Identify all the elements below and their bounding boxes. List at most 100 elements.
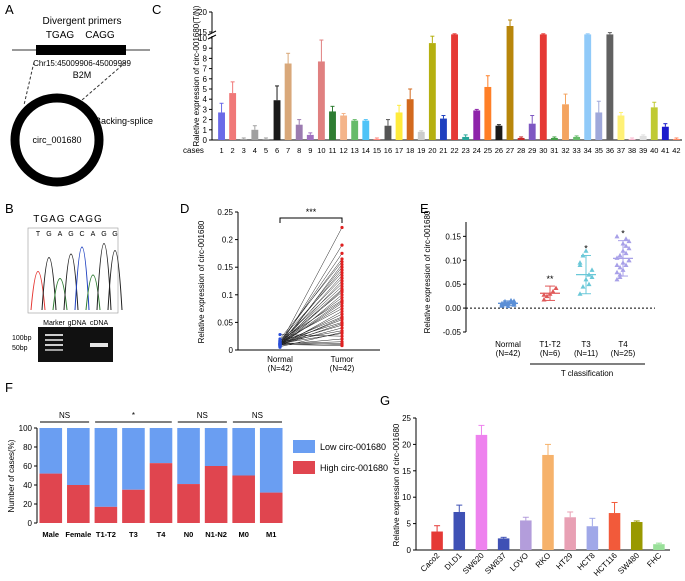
c-bar: [462, 136, 470, 140]
c-bar: [395, 112, 403, 140]
c-x-tick-label: 23: [461, 146, 469, 155]
d-normal-point: [278, 342, 282, 347]
chart-d-paired: 0 0.05 0.1 0.15 0.2 0.25 Relative expression o…: [197, 207, 380, 373]
f-bar-high: [39, 473, 63, 523]
c-x-tick-label: 13: [351, 146, 359, 155]
f-y-tick-label: 0: [28, 519, 33, 528]
d-y-tick-label: 0.2: [222, 236, 234, 245]
f-bar-high: [94, 506, 118, 523]
e-point: [553, 285, 559, 290]
g-bar: [497, 538, 510, 550]
gel-band-marker-3: [45, 344, 63, 346]
c-x-tick-label: 12: [339, 146, 347, 155]
d-tumor-point: [340, 271, 344, 275]
f-x-tick-label: N1-N2: [205, 530, 227, 539]
splice-dash-left: [23, 61, 35, 106]
c-bar: [528, 123, 536, 140]
c-y-axis-title: Raletive expression of circ-001680(T/N): [192, 5, 201, 146]
c-bar: [495, 125, 503, 140]
g-x-tick-label: SW620: [461, 551, 486, 576]
f-bar-low: [259, 428, 283, 493]
gel-size-50: 50bp: [12, 345, 28, 352]
e-point: [583, 248, 589, 253]
c-bar: [306, 134, 314, 140]
chromatogram-base: G: [68, 231, 73, 238]
f-bar-high: [149, 463, 173, 523]
f-bar-high: [67, 485, 90, 523]
e-point: [577, 291, 583, 296]
e-y-tick-label: 0.10: [445, 256, 461, 265]
chromatogram-peak: [52, 278, 68, 311]
chromatogram-frame: [27, 227, 119, 314]
d-y-tick-label: 0.25: [217, 208, 233, 217]
d-tumor-point: [340, 326, 344, 330]
f-y-tick-label: 20: [23, 500, 32, 509]
c-y-tick-label: 8: [203, 54, 208, 63]
c-x-tick-label: 40: [650, 146, 658, 155]
c-bar: [373, 138, 381, 140]
c-x-tick-label: 11: [329, 146, 337, 155]
d-tumor-point: [340, 290, 344, 294]
f-x-tick-label: T1-T2: [96, 530, 116, 539]
panel-g-letter: G: [380, 393, 390, 408]
f-group-sig: NS: [197, 411, 208, 420]
c-y-tick-label: 7: [203, 65, 208, 74]
panel-e-letter: E: [420, 201, 429, 216]
c-bar: [673, 138, 680, 140]
d-tumor-point: [340, 265, 344, 269]
g-bar: [431, 531, 443, 550]
c-x-tick-label: 3: [242, 146, 246, 155]
c-bar: [628, 138, 636, 140]
e-point: [586, 281, 592, 287]
c-x-tick-label: 31: [550, 146, 558, 155]
g-bar: [586, 526, 599, 550]
c-y-tick-label: 1: [203, 126, 208, 135]
d-tumor-point: [340, 273, 344, 278]
c-y-tick-label: 10: [198, 34, 207, 43]
genome-coords: Chr15:45009906-45009989: [33, 59, 131, 68]
d-x-tick-label: Normal (N=42): [267, 355, 293, 373]
primer-title: Divergent primers: [43, 16, 122, 27]
f-x-tick-label: T3: [129, 530, 138, 539]
c-bar: [329, 111, 336, 140]
g-y-axis-title: Relative expression of circ-001680: [392, 423, 401, 546]
panel-f-letter: F: [5, 380, 13, 395]
gel-lane-cdna: cDNA: [90, 320, 109, 327]
e-point: [508, 297, 514, 303]
f-bar-high: [204, 466, 228, 523]
f-y-axis-title: Number of cases(%): [7, 439, 16, 512]
e-sig-star: **: [546, 274, 554, 284]
d-tumor-point: [340, 225, 344, 230]
backsplice-label: Backing-splice: [95, 116, 153, 126]
c-bar: [417, 131, 425, 140]
e-point: [589, 274, 595, 279]
d-tumor-point: [340, 279, 344, 283]
c-bar: [639, 135, 647, 140]
e-x-tick-label: T3 (N=11): [574, 340, 598, 358]
c-x-tick-label: 29: [528, 146, 536, 155]
chromatogram-peak: [107, 250, 123, 311]
e-x-tick-label: T4 (N=25): [611, 340, 636, 358]
chromatogram-peak: [96, 243, 112, 311]
f-x-tick-label: M0: [238, 530, 248, 539]
g-x-tick-label: RKO: [534, 551, 553, 570]
g-bar: [453, 511, 466, 550]
c-x-tick-label: 22: [450, 146, 458, 155]
f-bar-high: [122, 489, 145, 523]
d-pair-line: [279, 227, 343, 345]
c-bar: [440, 118, 447, 140]
d-pair-line: [279, 341, 343, 345]
gel-band-marker-2: [45, 339, 63, 341]
panel-d: D 0 0.05 0.1 0.15 0.2 0.25 Relative expression…: [180, 201, 380, 373]
c-x-tick-label: 5: [264, 146, 268, 155]
e-x-tick-label: T1-T2 (N=6): [539, 340, 561, 358]
c-bar: [340, 115, 348, 140]
f-legend-label-low: Low circ-001680: [320, 442, 386, 452]
d-pair-line: [279, 300, 343, 341]
c-bar: [650, 107, 658, 140]
d-tumor-point: [340, 323, 344, 327]
d-tumor-point: [340, 318, 344, 322]
e-sig-star: *: [621, 229, 625, 239]
